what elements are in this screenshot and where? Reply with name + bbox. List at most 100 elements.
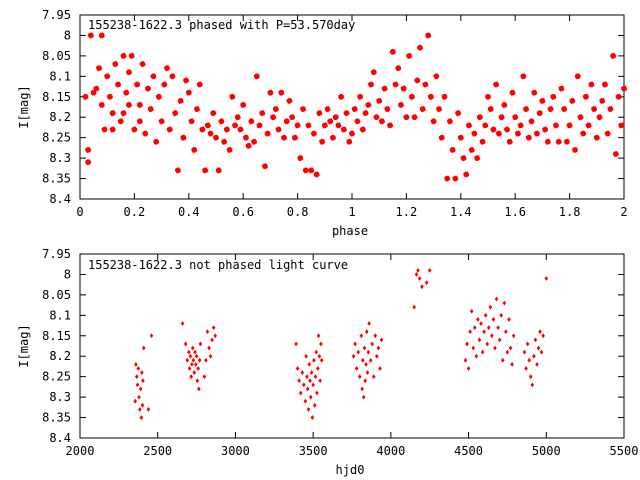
unphased-data-point [314,349,319,355]
phased-data-point [213,134,219,141]
unphased-data-point [497,337,502,343]
unphased-data-point [193,362,198,367]
unphased-data-point [536,345,541,351]
unphased-data-point [538,329,542,335]
phased-data-point [204,122,211,129]
unphased-y-tick-label: 8.05 [42,288,71,302]
phased-data-point [330,134,336,141]
phased-x-tick-label: 0.4 [178,205,200,219]
unphased-data-point [491,317,496,322]
phased-data-point [289,114,296,121]
phased-data-point [520,73,527,80]
phased-data-point [411,114,418,121]
phased-y-tick-label: 8.05 [42,49,71,63]
phased-data-point [362,110,369,117]
unphased-data-point [354,366,359,371]
phased-data-point [191,146,198,153]
unphased-data-point [370,341,375,347]
phased-data-point [343,110,350,117]
unphased-data-point [195,378,200,384]
phased-data-point [128,52,135,59]
phased-x-tick-label: 1.2 [396,205,418,219]
phased-data-point [408,93,415,100]
unphased-data-point [522,349,527,355]
unphased-data-point [189,374,193,380]
unphased-x-tick-label: 4000 [376,444,405,458]
phased-data-point [264,130,271,137]
phased-data-point [297,155,304,162]
phased-data-point [512,114,519,121]
phased-data-point [395,65,402,72]
phased-data-point [126,69,132,76]
phased-data-point [558,85,565,92]
unphased-data-point [197,386,201,392]
phased-data-point [136,102,143,108]
phased-data-point [607,106,614,112]
unphased-y-tick-label: 8.35 [42,411,71,425]
phased-data-point [572,146,578,153]
phased-data-point [158,118,165,125]
unphased-data-point [311,382,315,388]
phased-data-point [245,142,252,149]
unphased-y-tick-label: 8.1 [49,308,71,322]
phased-data-point [237,126,244,133]
unphased-y-tick-label: 8.2 [49,349,71,363]
phased-chart-title: 155238-1622.3 phased with P=53.570day [88,18,355,32]
unphased-data-point [180,321,185,326]
phased-data-point [85,159,92,166]
phased-data-point [368,81,374,88]
phased-data-point [207,130,214,137]
unphased-data-point [471,345,476,351]
phased-data-point [351,106,358,112]
phased-data-point [155,93,162,100]
phased-data-point [490,126,497,133]
phased-data-point [166,126,173,133]
phased-data-point [98,32,105,39]
phased-data-point [504,126,510,133]
phased-data-point [514,130,521,137]
unphased-plot-frame [79,253,625,439]
phased-data-point [542,126,549,133]
phased-data-point [139,61,146,68]
unphased-data-point [524,366,528,371]
phased-data-point [251,138,258,145]
phased-data-point [87,32,94,39]
unphased-data-point [351,353,356,359]
phased-data-point [493,81,500,88]
unphased-data-point [476,317,480,322]
phased-points [82,32,627,182]
unphased-data-point [187,349,191,355]
phased-data-point [310,130,317,137]
phased-x-tick-label: 2 [620,205,627,219]
unphased-data-point [316,366,320,371]
phased-data-point [215,167,222,174]
unphased-data-point [361,394,366,400]
unphased-data-point [213,333,218,339]
phased-data-point [232,122,238,129]
phased-data-point [335,122,342,129]
phased-data-point [270,114,277,121]
unphased-data-point [420,284,424,290]
unphased-data-point [312,402,317,408]
phased-data-point [563,138,570,145]
unphased-data-point [485,341,490,347]
unphased-y-tick-label: 8.4 [49,431,71,445]
unphased-data-point [371,374,376,380]
phased-data-point [561,106,568,112]
unphased-data-point [141,378,145,384]
phased-data-point [555,138,562,145]
unphased-data-point [511,333,516,339]
unphased-data-point [417,276,422,281]
phased-data-point [389,48,396,55]
unphased-data-point [202,374,207,380]
phased-data-point [479,138,486,145]
unphased-data-point [197,357,202,363]
phased-data-point [278,89,285,96]
phased-data-point [134,81,141,88]
unphased-x-axis-label: hjd0 [336,463,365,477]
phased-data-point [398,102,404,108]
phased-data-point [618,122,625,129]
unphased-data-point [304,353,308,359]
phased-data-point [476,114,483,121]
unphased-data-point [424,280,429,286]
